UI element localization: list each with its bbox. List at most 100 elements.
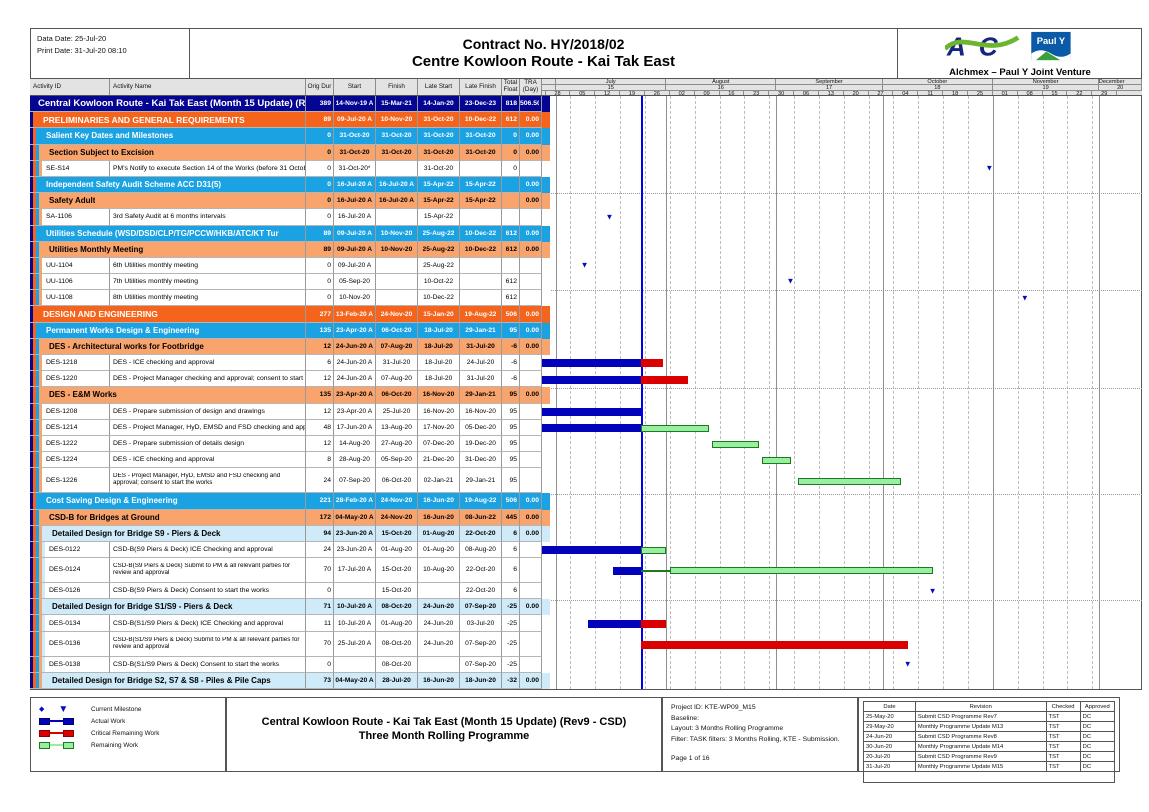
cell-orig-dur: 0 <box>306 274 334 291</box>
cell-activity-id: DES-1214 <box>42 419 110 436</box>
week-gridline <box>719 96 721 690</box>
actual-work-bar <box>613 566 642 575</box>
cell-total-float: -25 <box>502 656 520 673</box>
cell-activity-id: DES-0122 <box>45 541 110 559</box>
cell-total-float: 0 <box>502 128 520 145</box>
schedule-row: Permanent Works Design & Engineering 135 2… <box>30 322 1142 339</box>
cell-late-finish <box>460 160 502 177</box>
week-gridline <box>1042 96 1044 690</box>
cell-late-finish: 23-Dec-23 <box>460 96 502 113</box>
svg-text:A: A <box>946 31 966 61</box>
row-table-cells: Section Subject to Excision 0 31-Oct-20 31-… <box>30 144 542 161</box>
hierarchy-stripe <box>33 468 36 494</box>
hierarchy-stripe <box>33 338 36 355</box>
cell-late-finish: 24-Jul-20 <box>460 355 502 372</box>
hierarchy-stripe <box>36 435 39 453</box>
cell-start: 16-Jul-20 A <box>334 209 376 226</box>
legend-item: Actual Work <box>39 715 225 727</box>
hierarchy-stripe <box>30 160 33 177</box>
hierarchy-stripe <box>39 525 42 542</box>
sight-line <box>542 387 1142 389</box>
cell-late-finish: 29-Jan-21 <box>460 387 502 404</box>
hierarchy-stripe <box>36 209 39 226</box>
cell-tra <box>520 656 542 673</box>
cell-late-start: 14-Jan-20 <box>418 96 460 113</box>
row-table-cells: DES-0122 CSD-B(S9 Piers & Deck) ICE Check… <box>30 541 542 559</box>
project-info-lines: Project ID: KTE-WP09_M15 Baseline: Layout:… <box>671 703 857 745</box>
cell-tra <box>520 452 542 469</box>
week-label: 19 <box>620 91 645 95</box>
hierarchy-stripe <box>33 160 36 177</box>
row-table-cells: SA-1106 3rd Safety Audit at 6 months inte… <box>30 209 542 226</box>
schedule-row: Independent Safety Audit Scheme ACC D31(… <box>30 176 1142 194</box>
schedule-row: DES-0134 CSD-B(S1/S9 Piers & Deck) ICE Ch… <box>30 615 1142 632</box>
cell-tra <box>520 209 542 226</box>
cell-finish: 28-Jul-20 <box>376 672 418 689</box>
week-label: 27 <box>869 91 894 95</box>
actual-legend-icon <box>39 717 91 725</box>
row-chart-strip <box>542 193 1142 210</box>
hierarchy-stripe <box>39 209 42 226</box>
cell-start: 25-Jul-20 A <box>334 631 376 657</box>
critical-work-bar <box>641 619 667 628</box>
row-chart-strip <box>542 599 1142 616</box>
hierarchy-stripe <box>36 403 39 420</box>
revision-cell: TST <box>1045 741 1081 752</box>
schedule-row: DESIGN AND ENGINEERING 277 13-Feb-20 A 24-N… <box>30 306 1142 323</box>
row-table-cells: Utilities Monthly Meeting 89 09-Jul-20 A 10… <box>30 241 542 258</box>
cell-tra: 0.00 <box>520 525 542 542</box>
cell-late-start: 24-Jun-20 <box>418 615 460 632</box>
cell-start: 16-Jul-20 A <box>334 176 376 194</box>
hierarchy-stripe <box>36 274 39 291</box>
hierarchy-stripe <box>33 452 36 469</box>
hierarchy-stripe <box>30 371 33 388</box>
cell-late-start: 10-Oct-22 <box>418 274 460 291</box>
actual-work-bar <box>542 546 642 555</box>
cell-activity-name: DES - Project Manager, HyD, EMSD and FSD… <box>110 468 306 494</box>
cell-late-start: 01-Aug-20 <box>418 541 460 559</box>
row-chart-strip <box>542 631 1142 657</box>
revision-cell: DC <box>1079 711 1116 722</box>
row-chart-color-tab <box>542 468 550 494</box>
revision-cell: 31-Jul-20 <box>863 761 916 772</box>
row-chart-color-tab <box>542 225 550 242</box>
hierarchy-stripe <box>36 509 39 526</box>
cell-late-start: 16-Nov-20 <box>418 387 460 404</box>
hierarchy-stripe <box>36 193 39 210</box>
cell-activity-id: DES-1222 <box>42 435 110 453</box>
revision-cell: DC <box>1079 741 1116 752</box>
row-chart-color-tab <box>542 193 550 210</box>
hierarchy-stripe <box>33 225 36 242</box>
cell-late-start: 18-Jul-20 <box>418 338 460 355</box>
hierarchy-stripe <box>30 128 33 145</box>
month-number: 16 <box>666 85 777 91</box>
row-table-cells: Central Kowloon Route - Kai Tak East (Mo… <box>30 96 542 113</box>
row-table-cells: Detailed Design for Bridge S9 - Piers & … <box>30 525 542 542</box>
cell-late-finish <box>460 290 502 307</box>
cell-late-finish: 31-Jul-20 <box>460 371 502 388</box>
hierarchy-stripe <box>30 631 33 657</box>
month-gridline <box>882 96 884 690</box>
cell-orig-dur: 277 <box>306 306 334 323</box>
timeline-month-row: July August September October November Decemb… <box>542 79 1142 85</box>
cell-start: 17-Jun-20 A <box>334 419 376 436</box>
cell-start: 13-Feb-20 A <box>334 306 376 323</box>
cell-late-finish: 07-Sep-20 <box>460 599 502 616</box>
row-chart-color-tab <box>542 338 550 355</box>
hierarchy-stripe <box>39 468 42 494</box>
cell-orig-dur: 0 <box>306 176 334 194</box>
row-chart-color-tab <box>542 672 550 689</box>
schedule-row: UU-1108 8th Utilities monthly meeting 0 10-… <box>30 290 1142 307</box>
week-gridline <box>744 96 746 690</box>
week-label: 29 <box>1092 91 1118 95</box>
hierarchy-stripe <box>36 558 39 584</box>
hierarchy-stripe <box>33 274 36 291</box>
cell-late-start: 15-Jan-20 <box>418 306 460 323</box>
week-label: 18 <box>943 91 969 95</box>
row-chart-color-tab <box>542 435 550 453</box>
cell-total-float: 0 <box>502 160 520 177</box>
cell-late-start: 02-Jan-21 <box>418 468 460 494</box>
revision-cell: DC <box>1079 751 1116 762</box>
cell-finish: 06-Oct-20 <box>376 468 418 494</box>
cell-late-start: 24-Jun-20 <box>418 599 460 616</box>
